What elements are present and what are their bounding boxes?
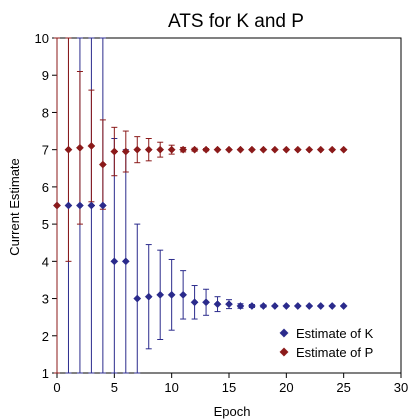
data-point-p [259, 145, 268, 154]
y-tick-label: 1 [42, 366, 49, 381]
data-point-p [236, 145, 245, 154]
data-point-k [87, 201, 96, 210]
data-point-p [167, 145, 176, 154]
data-point-k [270, 302, 279, 310]
data-point-k [316, 302, 325, 310]
data-point-k [133, 294, 142, 303]
legend-label-k: Estimate of K [296, 326, 374, 341]
y-tick-label: 8 [42, 105, 49, 120]
data-point-p [247, 145, 256, 154]
data-point-k [190, 298, 199, 307]
data-point-p [305, 145, 314, 154]
data-point-p [75, 143, 84, 152]
chart-title: ATS for K and P [168, 11, 304, 32]
data-point-p [293, 145, 302, 154]
data-point-p [316, 145, 325, 154]
data-point-p [213, 145, 222, 154]
x-tick-label: 0 [53, 380, 60, 395]
data-point-k [179, 290, 188, 299]
data-point-p [121, 147, 130, 156]
data-point-k [305, 302, 314, 310]
x-tick-label: 20 [279, 380, 293, 395]
data-point-k [167, 290, 176, 299]
y-tick-label: 7 [42, 143, 49, 158]
data-point-k [293, 302, 302, 310]
y-tick-label: 9 [42, 68, 49, 83]
data-point-p [156, 145, 165, 154]
data-point-p [179, 145, 188, 154]
x-tick-label: 15 [222, 380, 236, 395]
data-point-k [64, 201, 73, 210]
legend-marker-k [279, 328, 289, 338]
legend-marker-p [279, 347, 289, 357]
data-point-k [121, 257, 130, 266]
y-tick-label: 5 [42, 217, 49, 232]
data-point-p [328, 145, 337, 154]
data-point-k [144, 292, 153, 301]
data-point-p [133, 145, 142, 154]
data-point-p [98, 160, 107, 169]
y-tick-label: 2 [42, 329, 49, 344]
y-tick-label: 6 [42, 180, 49, 195]
x-tick-label: 10 [164, 380, 178, 395]
data-point-k [247, 302, 256, 310]
data-point-p [270, 145, 279, 154]
data-point-k [213, 300, 222, 309]
y-tick-label: 3 [42, 292, 49, 307]
data-point-p [339, 145, 348, 154]
x-axis-label: Epoch [214, 404, 251, 419]
data-point-p [64, 145, 73, 154]
data-point-p [282, 145, 291, 154]
data-point-k [156, 290, 165, 299]
data-point-k [98, 201, 107, 210]
data-point-k [259, 302, 268, 310]
y-axis-label: Current Estimate [7, 158, 22, 256]
plot-area: 1 2 3 4 5 6 7 8 9 10 0 5 10 15 20 25 30 [35, 31, 409, 395]
data-point-p [87, 141, 96, 150]
data-point-k [236, 302, 245, 310]
data-point-k [75, 201, 84, 210]
data-point-p [225, 145, 233, 154]
data-point-p [53, 201, 61, 210]
legend: Estimate of K Estimate of P [279, 326, 374, 360]
data-point-k [202, 298, 211, 307]
x-tick-label: 25 [336, 380, 350, 395]
data-point-p [144, 145, 153, 154]
data-point-p [110, 147, 119, 156]
data-point-p [190, 145, 199, 154]
legend-label-p: Estimate of P [296, 345, 373, 360]
x-tick-label: 30 [394, 380, 408, 395]
plot-frame [56, 37, 402, 374]
data-point-k [282, 302, 291, 310]
data-point-p [202, 145, 211, 154]
x-tick-label: 5 [111, 380, 118, 395]
data-point-k [339, 302, 348, 310]
data-point-k [328, 302, 337, 310]
y-tick-label: 4 [42, 254, 49, 269]
data-point-k [110, 257, 119, 266]
y-tick-label: 10 [35, 31, 49, 46]
data-point-k [225, 300, 233, 309]
